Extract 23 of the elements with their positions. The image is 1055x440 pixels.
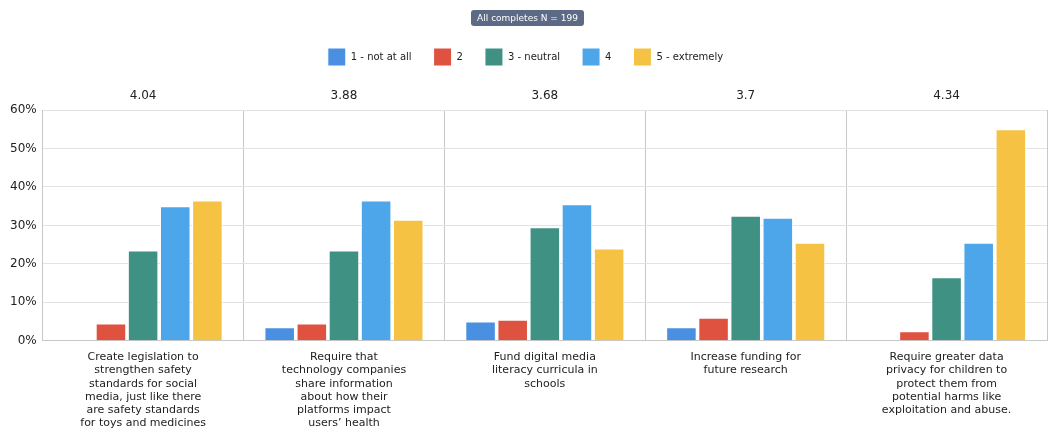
y-tick-label: 40% bbox=[10, 179, 37, 194]
y-tick-label: 20% bbox=[10, 255, 37, 270]
legend-label: 5 - extremely bbox=[656, 50, 724, 62]
y-tick-label: 50% bbox=[10, 140, 37, 155]
text: 3.88 bbox=[330, 88, 358, 103]
y-tick-label: 30% bbox=[10, 217, 37, 232]
chart-title: All completes N = 199 bbox=[471, 10, 584, 26]
y-tick-label: 0% bbox=[17, 332, 37, 347]
x-tick-label: Create legislation to strengthen safety standards for social media, just like there are safety standards for toys and medicines bbox=[80, 350, 207, 430]
y-tick-label: 10% bbox=[10, 294, 37, 309]
text: 3.68 bbox=[531, 88, 559, 103]
legend-label: 1 - not at all bbox=[350, 50, 412, 62]
text: 4.34 bbox=[933, 88, 960, 103]
x-tick-label: Require greater data privacy for children to protect them from potential harms like exploitation and abuse. bbox=[881, 350, 1012, 417]
legend-label: 4 bbox=[605, 50, 612, 62]
legend-label: 3 - neutral bbox=[507, 50, 561, 62]
x-tick-label: Require that technology companies share information about how their platforms impact users’ health bbox=[281, 350, 407, 430]
text: 4.04 bbox=[129, 88, 157, 103]
x-tick-label: Fund digital media literacy curricula in schools bbox=[491, 350, 598, 390]
text: 3.7 bbox=[736, 88, 756, 103]
y-tick-label: 60% bbox=[10, 102, 37, 117]
x-tick-label: Increase funding for future research bbox=[690, 350, 802, 377]
legend-label: 2 bbox=[456, 50, 463, 62]
